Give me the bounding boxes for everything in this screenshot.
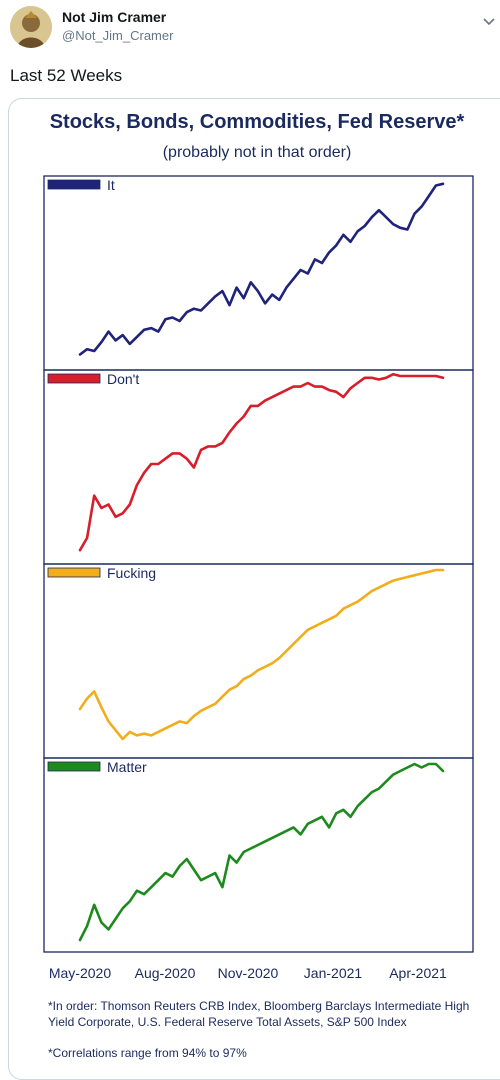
chevron-down-icon[interactable]	[482, 14, 496, 28]
legend-label-fucking: Fucking	[107, 565, 156, 581]
chart-title: Stocks, Bonds, Commodities, Fed Reserve*	[49, 111, 465, 133]
tweet-text: Last 52 Weeks	[10, 66, 123, 85]
chart-subtitle: (probably not in that order)	[162, 144, 352, 161]
x-tick-label: Jan-2021	[304, 965, 363, 981]
panel-frame-3	[43, 563, 474, 759]
panel-frame-1	[43, 175, 474, 371]
legend-label-it: It	[107, 177, 115, 193]
user-handle[interactable]: @Not_Jim_Cramer	[62, 28, 174, 43]
footnote-correlations: *Correlations range from 94% to 97%	[48, 1046, 247, 1060]
panel-frame-4	[43, 757, 474, 953]
x-tick-label: Nov-2020	[218, 965, 279, 981]
legend-swatch-don-t	[47, 373, 101, 384]
series-line-don-t	[78, 372, 445, 552]
series-line-matter	[78, 762, 445, 942]
panel-frame-2	[43, 369, 474, 565]
avatar-portrait-icon	[10, 6, 52, 48]
legend-label-don-t: Don't	[107, 371, 139, 387]
display-name[interactable]: Not Jim Cramer	[62, 9, 167, 25]
legend-swatch-it	[47, 179, 101, 190]
avatar[interactable]	[10, 6, 52, 48]
x-tick-label: Aug-2020	[135, 965, 196, 981]
legend-swatch-matter	[47, 761, 101, 772]
footnote-sources: *In order: Thomson Reuters CRB Index, Bl…	[48, 999, 470, 1029]
series-line-fucking	[78, 568, 445, 741]
series-line-it	[78, 182, 445, 356]
legend-swatch-fucking	[47, 567, 101, 578]
tweet-header: Not Jim Cramer @Not_Jim_Cramer	[0, 0, 500, 60]
legend-label-matter: Matter	[107, 759, 147, 775]
x-tick-label: Apr-2021	[389, 965, 447, 981]
x-tick-label: May-2020	[49, 965, 111, 981]
